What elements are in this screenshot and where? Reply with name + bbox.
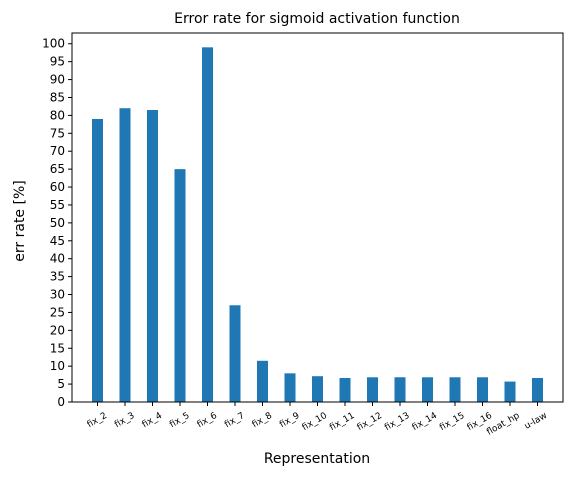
x-tick-label: fix_5: [168, 411, 191, 430]
x-tick-label: fix_12: [356, 411, 384, 433]
y-tick-label: 20: [50, 323, 65, 337]
y-tick-label: 50: [50, 216, 65, 230]
y-tick-label: 80: [50, 108, 65, 122]
x-tick-label: fix_7: [223, 411, 246, 430]
y-tick-label: 90: [50, 73, 65, 87]
bar-fix_14: [422, 377, 433, 402]
bar-fix_4: [147, 110, 158, 403]
y-tick-label: 0: [57, 395, 65, 409]
bar-fix_11: [339, 377, 351, 402]
y-tick-label: 60: [50, 180, 65, 194]
x-tick-label: fix_4: [141, 411, 165, 430]
x-tick-label: fix_9: [278, 411, 302, 430]
bar-float_hp: [504, 381, 516, 402]
bar-fix_8: [257, 360, 268, 402]
x-tick-label: fix_14: [411, 411, 440, 433]
y-tick-label: 85: [50, 90, 65, 104]
bar-series: [92, 47, 543, 403]
y-tick-label: 65: [50, 162, 65, 176]
y-tick-label: 95: [50, 55, 65, 69]
y-tick-label: 70: [50, 144, 65, 158]
y-tick-label: 100: [42, 37, 65, 51]
y-axis: 0 5 10 15 20 25 30 35 40 45 50 55 60 65 70 75 80 85 90 95 10…: [42, 37, 72, 409]
y-axis-label: err rate [%]: [12, 180, 28, 261]
x-tick-label: fix_13: [383, 411, 411, 433]
x-tick-label: fix_2: [86, 411, 109, 430]
y-tick-label: 5: [57, 377, 65, 391]
bar-fix_12: [367, 377, 378, 402]
bar-u-law: [532, 377, 543, 402]
y-tick-label: 15: [50, 341, 65, 355]
bar-fix_7: [229, 305, 241, 402]
y-tick-label: 30: [50, 288, 65, 302]
bar-fix_9: [284, 373, 296, 402]
y-tick-label: 35: [50, 270, 65, 284]
y-tick-label: 55: [50, 198, 65, 212]
y-tick-label: 10: [50, 359, 65, 373]
y-tick-label: 75: [50, 126, 65, 140]
bar-fix_5: [174, 169, 186, 402]
bar-fix_2: [92, 118, 103, 402]
x-tick-label: fix_8: [251, 411, 275, 430]
x-tick-label: fix_6: [196, 411, 220, 430]
x-tick-label: fix_11: [328, 411, 356, 433]
y-tick-label: 45: [50, 234, 65, 248]
y-tick-label: 40: [50, 252, 65, 266]
bar-fix_13: [394, 377, 406, 402]
x-tick-label: fix_10: [301, 411, 330, 433]
y-tick-label: 25: [50, 305, 65, 319]
chart-title: Error rate for sigmoid activation functi…: [174, 11, 460, 27]
x-tick-label: fix_15: [438, 411, 466, 433]
bar-fix_15: [449, 377, 461, 402]
bar-fix_10: [312, 376, 323, 402]
x-axis-label: Representation: [264, 451, 370, 467]
x-tick-label: u-law: [523, 411, 549, 432]
plot-frame: [71, 32, 564, 403]
bar-fix_3: [119, 108, 131, 403]
bar-fix_16: [477, 377, 488, 402]
x-tick-label: fix_3: [113, 411, 136, 430]
x-axis: fix_2 fix_3 fix_4 fix_5 fix_6 fix_7 fix_8 fix_9…: [86, 402, 549, 438]
bar-fix_6: [202, 47, 213, 402]
